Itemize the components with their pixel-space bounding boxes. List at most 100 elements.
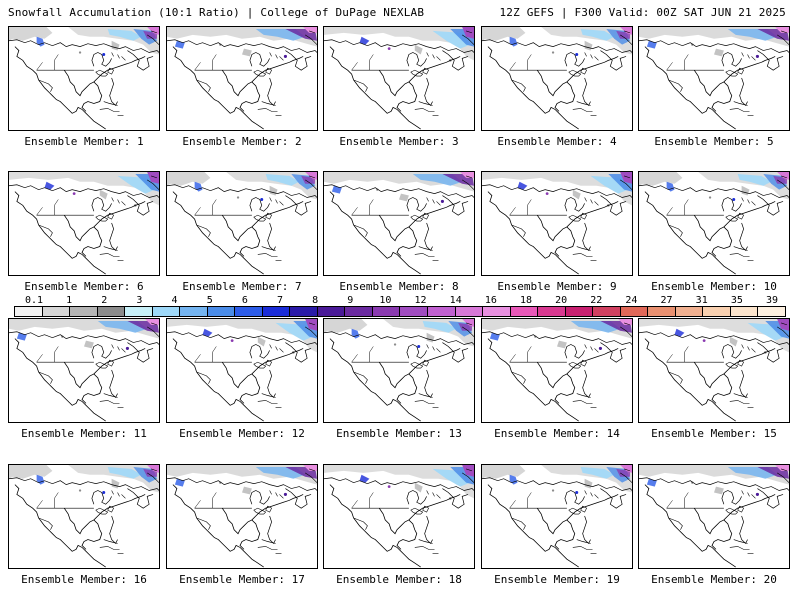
ensemble-member-map	[166, 26, 318, 131]
coastline-outline	[9, 30, 159, 130]
ensemble-member-map	[481, 26, 633, 131]
snowfall-map	[167, 319, 317, 422]
color-scale-swatch	[400, 307, 428, 316]
color-scale-tick-label: 7	[276, 295, 284, 306]
ensemble-member-map	[323, 171, 475, 276]
color-scale-tick-label: 1	[66, 295, 73, 306]
snowfall-map	[167, 465, 317, 568]
snowfall-map	[9, 27, 159, 130]
color-scale-tick-label: 4	[171, 295, 178, 306]
color-scale-tick-label: 8	[312, 295, 319, 306]
color-scale-swatch	[207, 307, 236, 316]
snowfall-overlay	[167, 27, 317, 58]
ensemble-member-map	[323, 26, 475, 131]
color-scale-swatch	[620, 307, 649, 316]
snowfall-overlay	[9, 27, 159, 56]
color-scale-swatch	[538, 307, 566, 316]
color-scale-swatch	[97, 307, 126, 316]
ensemble-member-label: Ensemble Member: 17	[179, 573, 305, 586]
snowfall-map	[9, 319, 159, 422]
ensemble-member-label: Ensemble Member: 8	[339, 280, 459, 293]
color-scale-tick-label: 16	[484, 295, 497, 306]
ensemble-member-label: Ensemble Member: 4	[497, 135, 617, 148]
snowfall-overlay	[324, 319, 474, 348]
header-valid-time: 12Z GEFS | F300 Valid: 00Z SAT JUN 21 20…	[499, 6, 786, 19]
snowfall-map	[324, 465, 474, 568]
color-scale-tick-label: 35	[730, 295, 743, 306]
ensemble-member-label: Ensemble Member: 9	[497, 280, 617, 293]
ensemble-member-map	[323, 318, 475, 423]
snowfall-map	[324, 172, 474, 275]
color-scale-swatch	[125, 307, 153, 316]
ensemble-member-map	[638, 464, 790, 569]
color-scale-tick-label: 31	[695, 295, 708, 306]
ensemble-member-map	[8, 464, 160, 569]
ensemble-member-label: Ensemble Member: 3	[339, 135, 459, 148]
ensemble-member-label: Ensemble Member: 14	[494, 427, 620, 440]
ensemble-member-map	[638, 171, 790, 276]
color-scale-swatch	[345, 307, 373, 316]
snowfall-overlay	[482, 172, 632, 207]
coastline-outline	[639, 30, 789, 130]
color-scale-tick-label: 2	[101, 295, 108, 306]
snowfall-map	[167, 172, 317, 275]
color-scale-swatch	[372, 307, 401, 316]
coastline-outline	[482, 322, 632, 422]
color-scale-swatch	[483, 307, 511, 316]
snowfall-overlay	[9, 319, 159, 350]
snowfall-map	[324, 319, 474, 422]
color-scale-tick-label: 22	[590, 295, 603, 306]
color-scale-tick-label: 24	[625, 295, 638, 306]
snowfall-map	[9, 465, 159, 568]
ensemble-member-map	[481, 318, 633, 423]
color-scale-swatch	[317, 307, 346, 316]
color-scale-swatch	[758, 307, 785, 316]
color-scale-swatch	[648, 307, 676, 316]
color-scale-tick-label: 6	[241, 295, 248, 306]
color-scale-swatch	[565, 307, 594, 316]
color-scale-swatch	[290, 307, 318, 316]
ensemble-member-map	[166, 171, 318, 276]
color-scale-tick-label: 3	[136, 295, 143, 306]
coastline-outline	[9, 175, 159, 275]
ensemble-member-map	[323, 464, 475, 569]
coastline-outline	[9, 322, 159, 422]
snowfall-map	[167, 27, 317, 130]
coastline-outline	[482, 175, 632, 275]
ensemble-member-label: Ensemble Member: 11	[21, 427, 147, 440]
ensemble-member-label: Ensemble Member: 6	[24, 280, 144, 293]
coastline-outline	[482, 468, 632, 568]
color-scale-swatch	[510, 307, 539, 316]
ensemble-member-map	[8, 171, 160, 276]
ensemble-member-map	[166, 464, 318, 569]
snowfall-map	[482, 465, 632, 568]
ensemble-member-label: Ensemble Member: 5	[654, 135, 774, 148]
coastline-outline	[639, 322, 789, 422]
color-scale-swatch	[15, 307, 43, 316]
color-scale-swatch	[427, 307, 456, 316]
coastline-outline	[167, 30, 317, 130]
color-scale-tick-label: 0.1	[24, 295, 44, 306]
snowfall-overlay	[324, 465, 474, 500]
snowfall-map	[482, 27, 632, 130]
ensemble-member-label: Ensemble Member: 2	[182, 135, 302, 148]
ensemble-member-label: Ensemble Member: 15	[651, 427, 777, 440]
coastline-outline	[324, 468, 474, 568]
color-scale-swatch	[675, 307, 704, 316]
color-scale-swatch	[730, 307, 759, 316]
coastline-outline	[324, 175, 474, 275]
ensemble-member-label: Ensemble Member: 19	[494, 573, 620, 586]
snowfall-overlay	[167, 319, 317, 354]
snowfall-overlay	[167, 172, 317, 201]
color-scale-tick-label: 5	[206, 295, 213, 306]
color-scale-tick-label: 9	[347, 295, 354, 306]
snowfall-overlay	[482, 465, 632, 494]
color-scale-swatch	[70, 307, 98, 316]
coastline-outline	[167, 175, 317, 275]
coastline-outline	[167, 322, 317, 422]
color-scale-swatch	[593, 307, 621, 316]
color-scale-tick-label: 39	[765, 295, 779, 306]
color-scale-tick-label: 27	[660, 295, 673, 306]
ensemble-member-label: Ensemble Member: 7	[182, 280, 302, 293]
ensemble-member-label: Ensemble Member: 10	[651, 280, 777, 293]
